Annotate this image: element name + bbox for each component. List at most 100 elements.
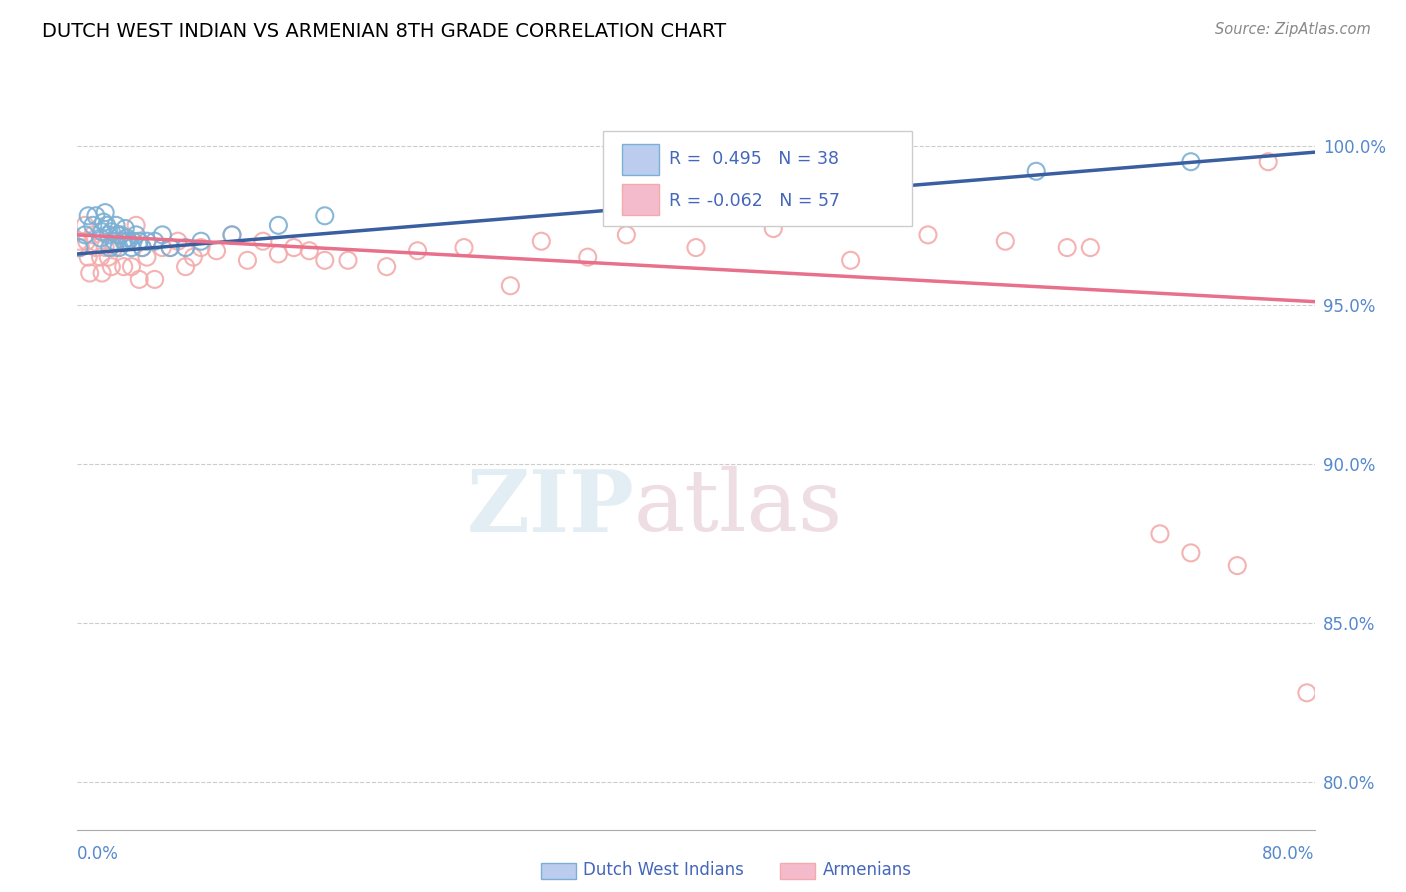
- Point: [530, 234, 553, 248]
- Text: R = -0.062   N = 57: R = -0.062 N = 57: [669, 192, 839, 210]
- Point: [1257, 154, 1279, 169]
- Point: [174, 260, 197, 274]
- Point: [1080, 241, 1102, 255]
- Point: [107, 227, 129, 242]
- Text: 0.0%: 0.0%: [77, 846, 120, 863]
- Point: [1149, 526, 1171, 541]
- Point: [174, 241, 197, 255]
- Point: [107, 227, 129, 242]
- Point: [79, 266, 101, 280]
- Point: [167, 234, 190, 248]
- Point: [69, 241, 91, 255]
- Point: [103, 241, 125, 255]
- Point: [84, 241, 107, 255]
- Point: [917, 227, 939, 242]
- Point: [91, 266, 114, 280]
- Point: [105, 219, 128, 233]
- Point: [115, 234, 138, 248]
- Point: [190, 241, 212, 255]
- Point: [121, 241, 143, 255]
- Point: [136, 234, 159, 248]
- Point: [100, 225, 122, 239]
- Point: [267, 247, 290, 261]
- Point: [103, 234, 125, 248]
- Point: [183, 250, 205, 264]
- Point: [1056, 241, 1078, 255]
- Point: [112, 234, 135, 248]
- Text: ZIP: ZIP: [467, 466, 634, 549]
- Point: [67, 234, 90, 248]
- Point: [100, 260, 122, 274]
- Point: [112, 260, 135, 274]
- Point: [90, 250, 112, 264]
- FancyBboxPatch shape: [603, 131, 912, 227]
- Bar: [621, 145, 659, 175]
- Point: [114, 221, 136, 235]
- Point: [576, 250, 599, 264]
- Point: [1226, 558, 1249, 573]
- Point: [67, 241, 90, 255]
- Point: [143, 272, 166, 286]
- Point: [190, 234, 212, 248]
- Point: [128, 234, 150, 248]
- Point: [1296, 686, 1319, 700]
- Bar: [621, 185, 659, 215]
- Point: [314, 209, 336, 223]
- Point: [77, 209, 100, 223]
- Point: [298, 244, 321, 258]
- Point: [125, 227, 148, 242]
- Point: [1180, 154, 1202, 169]
- Text: 80.0%: 80.0%: [1263, 846, 1315, 863]
- Point: [337, 253, 360, 268]
- Point: [453, 241, 475, 255]
- Point: [314, 253, 336, 268]
- Point: [499, 278, 522, 293]
- Point: [98, 241, 121, 255]
- Point: [762, 221, 785, 235]
- Text: R =  0.495   N = 38: R = 0.495 N = 38: [669, 150, 839, 168]
- Point: [143, 234, 166, 248]
- Point: [115, 231, 138, 245]
- Text: DUTCH WEST INDIAN VS ARMENIAN 8TH GRADE CORRELATION CHART: DUTCH WEST INDIAN VS ARMENIAN 8TH GRADE …: [42, 22, 727, 41]
- Point: [125, 219, 148, 233]
- Point: [616, 227, 638, 242]
- Point: [84, 209, 107, 223]
- Point: [252, 234, 274, 248]
- Point: [97, 250, 120, 264]
- Text: Source: ZipAtlas.com: Source: ZipAtlas.com: [1215, 22, 1371, 37]
- Point: [406, 244, 429, 258]
- Point: [117, 234, 139, 248]
- Point: [108, 241, 131, 255]
- Point: [75, 227, 96, 242]
- Point: [91, 225, 114, 239]
- Text: Dutch West Indians: Dutch West Indians: [583, 861, 744, 879]
- Point: [152, 241, 174, 255]
- Point: [221, 227, 243, 242]
- Point: [131, 241, 153, 255]
- Point: [375, 260, 398, 274]
- Point: [283, 241, 305, 255]
- Point: [96, 219, 118, 233]
- Point: [82, 219, 104, 233]
- Text: atlas: atlas: [634, 467, 844, 549]
- Point: [1025, 164, 1047, 178]
- Point: [267, 219, 290, 233]
- Point: [159, 241, 181, 255]
- Point: [136, 250, 159, 264]
- Point: [93, 215, 115, 229]
- Point: [82, 227, 104, 242]
- Point: [205, 244, 228, 258]
- Point: [128, 272, 150, 286]
- Point: [94, 241, 117, 255]
- Point: [76, 234, 98, 248]
- Point: [236, 253, 259, 268]
- Point: [152, 227, 174, 242]
- Point: [685, 241, 707, 255]
- Point: [1180, 546, 1202, 560]
- Point: [159, 241, 181, 255]
- Point: [90, 231, 112, 245]
- Point: [122, 234, 145, 248]
- Point: [221, 227, 243, 242]
- Point: [77, 250, 100, 264]
- Point: [75, 219, 96, 233]
